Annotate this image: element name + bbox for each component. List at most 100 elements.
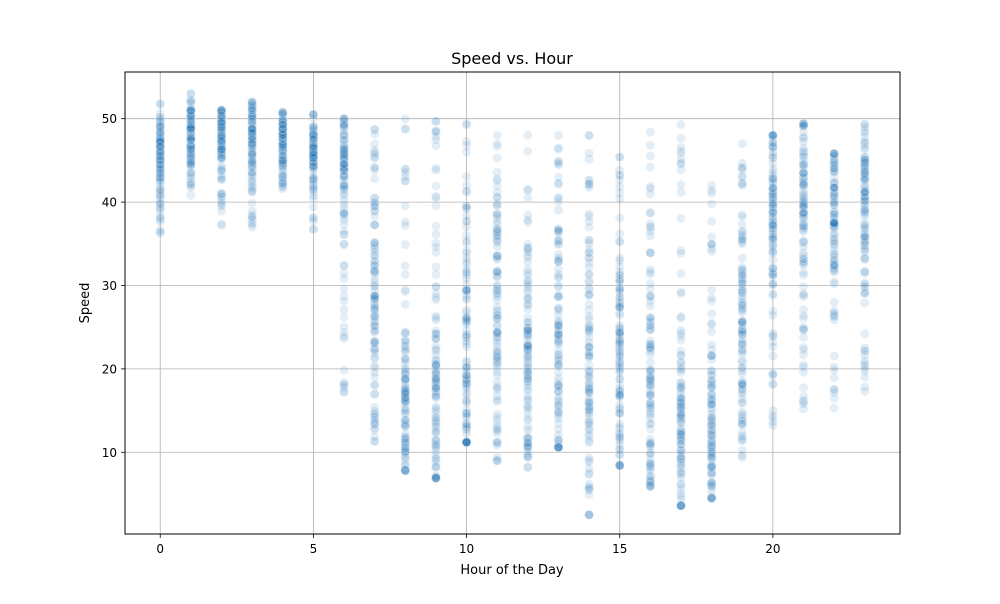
data-point bbox=[155, 227, 166, 238]
data-point bbox=[247, 167, 257, 177]
data-point bbox=[308, 139, 319, 149]
data-point bbox=[277, 109, 288, 119]
data-point bbox=[737, 138, 748, 149]
data-point bbox=[247, 149, 257, 160]
data-point bbox=[768, 247, 778, 257]
data-point bbox=[247, 129, 257, 140]
data-point bbox=[247, 157, 257, 167]
data-point bbox=[186, 190, 196, 201]
data-point bbox=[645, 418, 656, 429]
data-point bbox=[523, 425, 533, 435]
data-point bbox=[247, 168, 257, 178]
data-point bbox=[216, 148, 227, 159]
data-point bbox=[186, 153, 196, 164]
data-point bbox=[492, 328, 502, 338]
data-point bbox=[277, 183, 288, 194]
data-point bbox=[277, 139, 288, 150]
data-point bbox=[492, 181, 502, 192]
data-point bbox=[798, 322, 809, 333]
data-point bbox=[277, 137, 288, 147]
data-point bbox=[186, 96, 196, 106]
data-point bbox=[369, 352, 380, 362]
data-point bbox=[308, 109, 319, 120]
data-point bbox=[247, 105, 257, 115]
data-point bbox=[155, 228, 166, 238]
data-point bbox=[216, 105, 227, 116]
data-point bbox=[768, 368, 778, 379]
data-point bbox=[737, 327, 748, 338]
data-point bbox=[277, 134, 288, 144]
data-point bbox=[186, 123, 196, 134]
data-point bbox=[155, 171, 166, 182]
data-point bbox=[277, 154, 288, 164]
data-point bbox=[461, 120, 472, 130]
data-point bbox=[277, 127, 288, 138]
data-point bbox=[247, 126, 257, 136]
data-point bbox=[706, 308, 717, 319]
data-point bbox=[277, 131, 288, 142]
data-point bbox=[247, 135, 257, 145]
data-point bbox=[155, 202, 166, 212]
data-point bbox=[186, 177, 196, 187]
data-point bbox=[614, 228, 625, 239]
data-point bbox=[216, 152, 227, 162]
data-point bbox=[277, 147, 288, 158]
data-point bbox=[461, 246, 472, 256]
data-point bbox=[859, 160, 870, 171]
data-point bbox=[492, 313, 502, 324]
data-point bbox=[155, 112, 166, 123]
data-point bbox=[247, 122, 257, 133]
data-point bbox=[614, 419, 625, 429]
data-point bbox=[584, 235, 594, 246]
data-point bbox=[155, 134, 166, 144]
data-point bbox=[155, 121, 166, 132]
data-point bbox=[216, 124, 227, 135]
data-point bbox=[523, 402, 533, 412]
data-point bbox=[308, 147, 319, 157]
data-point bbox=[737, 253, 748, 263]
data-point bbox=[186, 105, 196, 116]
data-point bbox=[859, 232, 870, 242]
data-point bbox=[186, 116, 196, 126]
data-point bbox=[706, 239, 717, 249]
x-tick-label: 5 bbox=[310, 542, 318, 556]
data-point bbox=[492, 139, 502, 149]
data-point bbox=[216, 189, 227, 199]
data-point bbox=[645, 127, 656, 137]
data-point bbox=[400, 460, 411, 471]
data-point bbox=[614, 253, 625, 264]
data-point bbox=[277, 137, 288, 148]
data-point bbox=[400, 124, 411, 135]
data-point bbox=[706, 339, 717, 350]
data-point bbox=[186, 173, 196, 184]
data-point bbox=[308, 184, 319, 195]
data-point bbox=[308, 166, 319, 177]
data-point bbox=[676, 187, 686, 198]
data-point bbox=[155, 138, 166, 148]
data-point bbox=[247, 185, 257, 196]
data-point bbox=[186, 134, 196, 144]
data-point bbox=[308, 128, 319, 139]
data-point bbox=[186, 136, 196, 147]
data-point bbox=[492, 224, 502, 234]
data-point bbox=[186, 132, 196, 143]
data-point bbox=[155, 137, 166, 148]
data-point bbox=[186, 112, 196, 123]
data-point bbox=[216, 166, 227, 176]
data-point bbox=[247, 140, 257, 150]
data-point bbox=[277, 146, 288, 156]
data-point bbox=[247, 113, 257, 124]
data-point bbox=[369, 423, 380, 433]
data-point bbox=[277, 133, 288, 144]
data-point bbox=[186, 122, 196, 133]
data-point bbox=[798, 179, 809, 190]
data-point bbox=[277, 158, 288, 169]
data-point bbox=[645, 151, 656, 161]
data-point bbox=[308, 156, 319, 166]
data-point bbox=[247, 167, 257, 178]
data-point bbox=[676, 448, 686, 459]
data-point bbox=[155, 143, 166, 154]
data-point bbox=[247, 138, 257, 149]
data-point bbox=[155, 138, 166, 148]
data-point bbox=[186, 135, 196, 146]
